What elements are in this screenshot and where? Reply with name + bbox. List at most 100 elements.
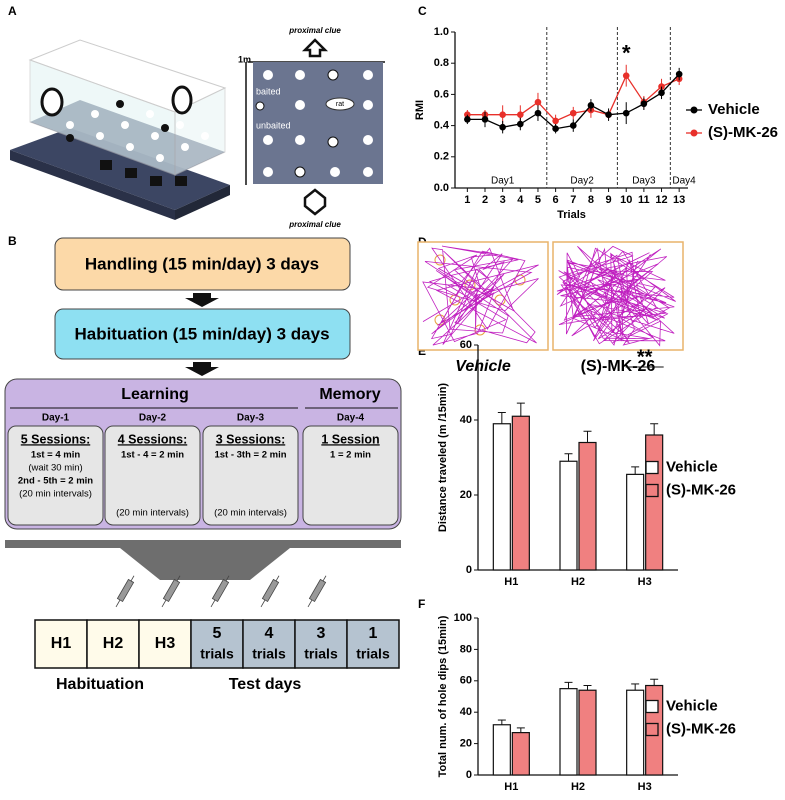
timeline-text: 4 (265, 625, 274, 642)
point (658, 89, 665, 97)
x-tick-label: H3 (638, 576, 652, 588)
habituation-label: Habituation (56, 676, 144, 693)
day-columns: Day-1 5 Sessions: 1st = 4 min (wait 30 min)… (7, 413, 399, 526)
session-line: 2nd - 5th = 2 min (18, 476, 93, 487)
point (569, 122, 577, 129)
y-tick-label: 20 (460, 738, 472, 750)
timeline: H1 H2 H3 5 trials 4 trials 3 trials 1 trials (34, 619, 400, 669)
legend-swatch (690, 129, 698, 137)
timeline-text: H2 (103, 635, 124, 652)
session-title: 1 Session (321, 432, 379, 446)
hole (434, 254, 446, 266)
y-tick-label: 0.8 (434, 57, 449, 69)
point (499, 111, 506, 118)
x-tick-label: 8 (588, 194, 594, 206)
x-tick-label: 12 (655, 194, 667, 206)
clue-icon (301, 38, 329, 58)
scale-label: 1m (238, 54, 251, 64)
day-box (202, 425, 299, 526)
legend-swatch (645, 460, 659, 475)
bar (492, 423, 511, 571)
x-tick-label: H1 (504, 781, 518, 793)
point (517, 111, 524, 118)
x-tick-label: 4 (517, 194, 524, 206)
point (534, 98, 542, 106)
point (552, 125, 559, 133)
session-line: (20 min intervals) (214, 508, 287, 519)
learning-label: Learning (121, 386, 189, 403)
point (658, 83, 665, 90)
rat-label: rat (336, 101, 344, 108)
timeline-cell (34, 619, 88, 669)
panel-letter: A (8, 4, 17, 18)
session-title: 4 Sessions: (118, 432, 187, 446)
y-axis-label: Distance traveled (m /15min) (437, 383, 449, 533)
bar (492, 724, 511, 776)
habituation-text: Habituation (15 min/day) 3 days (74, 324, 329, 343)
timeline-text: 1 (369, 625, 378, 642)
point (587, 102, 595, 109)
rat-icon (325, 97, 355, 111)
session-title: 5 Sessions: (21, 432, 90, 446)
point (569, 109, 577, 117)
day-box (104, 425, 201, 526)
point (640, 100, 648, 108)
session-line: 1st = 4 min (31, 450, 81, 461)
x-tick-label: H3 (638, 781, 652, 793)
clue-label: proximal clue (288, 220, 341, 229)
day-label: Day4 (672, 176, 696, 187)
legend-swatch (690, 106, 698, 114)
panel-letter: F (418, 597, 425, 611)
legend-label: (S)-MK-26 (666, 481, 736, 498)
day-box (302, 425, 399, 526)
holes (255, 69, 373, 178)
point (675, 70, 683, 78)
clue-icon (303, 188, 327, 216)
timeline-text: 5 (213, 625, 222, 642)
y-tick-label: 40 (460, 414, 472, 426)
point (605, 111, 612, 118)
bar (578, 689, 597, 776)
x-tick-label: 3 (500, 194, 506, 206)
day-label: Day-4 (337, 413, 365, 424)
bar (578, 441, 597, 571)
legend-label: Vehicle (708, 101, 760, 118)
y-tick-label: 0.0 (434, 182, 449, 194)
y-tick-label: 80 (460, 643, 472, 655)
x-tick-label: 10 (620, 194, 632, 206)
bar (559, 688, 578, 776)
x-tick-label: H2 (571, 576, 585, 588)
legend-label: Vehicle (666, 458, 718, 475)
timeline-cell (190, 619, 244, 669)
bar (626, 473, 645, 571)
hole (474, 324, 486, 336)
y-tick-label: 0 (466, 769, 472, 781)
timeline-text: H3 (155, 635, 176, 652)
legend-label: (S)-MK-26 (666, 720, 736, 737)
point (622, 109, 630, 117)
session-line: 1 = 2 min (330, 450, 371, 461)
x-tick-label: 11 (638, 194, 650, 206)
day-label: Day-3 (237, 413, 265, 424)
legend-swatch (645, 699, 659, 714)
annotation: * (622, 41, 631, 66)
day-label: Day1 (491, 176, 515, 187)
annotation: ** (637, 346, 653, 368)
timeline-text: trials (200, 646, 234, 662)
handling-box (54, 237, 351, 291)
x-tick-label: 9 (606, 194, 612, 206)
point (622, 72, 630, 79)
x-tick-label: 6 (553, 194, 559, 206)
x-axis-label: Trials (557, 209, 586, 221)
timeline-cell (346, 619, 400, 669)
handling-text: Handling (15 min/day) 3 days (85, 254, 319, 273)
baited-label: baited (256, 86, 281, 96)
point (481, 116, 489, 123)
y-axis-label: RMI (414, 100, 426, 120)
y-axis-label: Total num. of hole dips (15min) (437, 615, 449, 777)
panel-letter: E (418, 344, 426, 358)
test-label: Test days (229, 676, 302, 693)
memory-label: Memory (319, 386, 380, 403)
y-tick-label: 0.2 (434, 151, 449, 163)
x-tick-label: 2 (482, 194, 488, 206)
